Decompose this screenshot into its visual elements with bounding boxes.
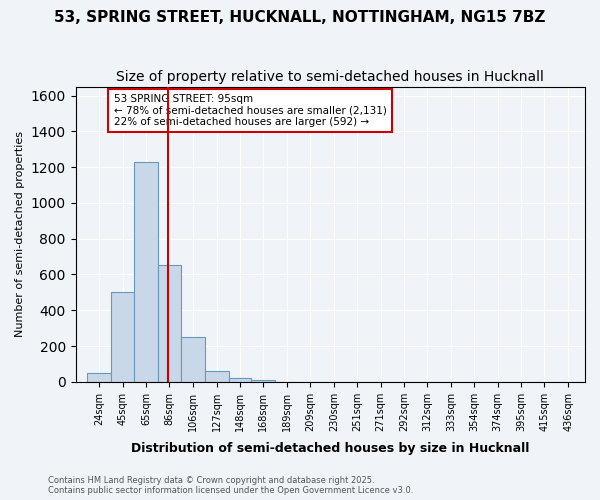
Text: 53 SPRING STREET: 95sqm
← 78% of semi-detached houses are smaller (2,131)
22% of: 53 SPRING STREET: 95sqm ← 78% of semi-de… [113, 94, 386, 127]
Y-axis label: Number of semi-detached properties: Number of semi-detached properties [15, 131, 25, 337]
Bar [251, 380, 275, 382]
Bar [205, 371, 229, 382]
Bar [181, 337, 205, 382]
Bar [88, 373, 112, 382]
Text: 53, SPRING STREET, HUCKNALL, NOTTINGHAM, NG15 7BZ: 53, SPRING STREET, HUCKNALL, NOTTINGHAM,… [55, 10, 545, 25]
Bar [158, 266, 181, 382]
Text: Contains HM Land Registry data © Crown copyright and database right 2025.
Contai: Contains HM Land Registry data © Crown c… [48, 476, 413, 495]
Bar [229, 378, 251, 382]
X-axis label: Distribution of semi-detached houses by size in Hucknall: Distribution of semi-detached houses by … [131, 442, 529, 455]
Bar [134, 162, 158, 382]
Bar [112, 292, 134, 382]
Title: Size of property relative to semi-detached houses in Hucknall: Size of property relative to semi-detach… [116, 70, 544, 84]
